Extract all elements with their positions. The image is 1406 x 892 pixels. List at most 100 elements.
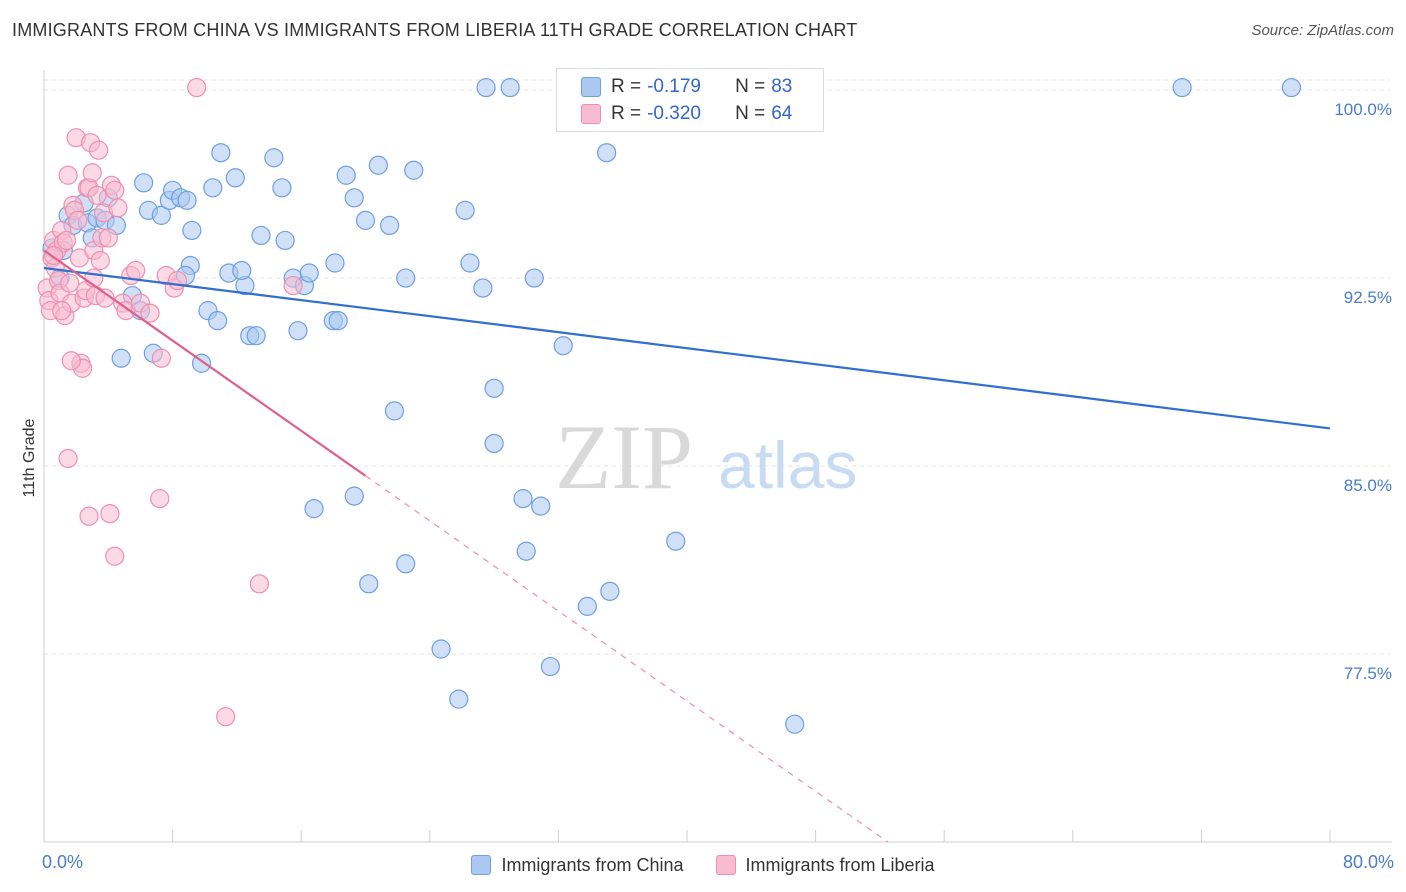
china-point <box>359 574 379 594</box>
liberia-point <box>108 198 128 218</box>
liberia-point <box>87 185 107 205</box>
liberia-point <box>105 180 125 200</box>
china-point <box>597 143 617 163</box>
china-point <box>524 268 544 288</box>
china-point <box>666 531 686 551</box>
liberia-point <box>58 165 78 185</box>
n-label: N = <box>735 76 766 97</box>
china-point <box>151 205 171 225</box>
china-point <box>299 263 319 283</box>
china-point <box>288 321 308 341</box>
liberia-point <box>79 506 99 526</box>
r-label: R = <box>611 103 642 124</box>
liberia-point <box>126 260 146 281</box>
china-swatch <box>471 855 492 875</box>
china-point <box>336 165 356 185</box>
china-point <box>476 77 496 98</box>
china-point <box>275 230 295 251</box>
y-axis-label: 11th Grade <box>21 418 38 497</box>
liberia-point <box>61 351 81 371</box>
liberia-point <box>167 270 188 291</box>
y-tick-labels: 100.0% 92.5% 85.0% 77.5% <box>1334 100 1392 683</box>
china-point <box>344 188 364 208</box>
trend-lines <box>43 249 1331 843</box>
china-point <box>455 200 475 220</box>
china-point <box>208 311 228 331</box>
liberia-point <box>60 273 80 293</box>
liberia-swatch <box>715 855 736 875</box>
watermark-atlas: atlas <box>718 428 857 502</box>
china-point <box>384 401 405 421</box>
china-point <box>513 489 533 509</box>
x-min-label: 0.0% <box>42 852 84 872</box>
watermark-zip: ZIP <box>555 406 693 508</box>
liberia-point <box>283 275 303 296</box>
china-point <box>246 326 266 346</box>
liberia-trend-line <box>43 249 367 477</box>
china-point <box>251 225 271 246</box>
china-trend-line <box>43 266 1331 430</box>
r-value: -0.179 <box>647 76 701 97</box>
china-point <box>553 336 573 356</box>
china-point <box>473 278 493 298</box>
china-point <box>304 499 324 519</box>
china-point <box>1281 77 1302 98</box>
n-value: 83 <box>771 76 793 97</box>
china-point <box>785 714 805 734</box>
liberia-point <box>151 348 171 368</box>
china-point <box>531 496 551 516</box>
y-tick-label: 77.5% <box>1344 664 1392 683</box>
liberia-point <box>58 448 78 469</box>
legend-label-china: Immigrants from China <box>501 854 684 875</box>
liberia-point <box>52 301 72 321</box>
china-point <box>325 253 345 273</box>
source-label: Source: ZipAtlas.com <box>1251 22 1394 39</box>
china-point <box>203 178 223 198</box>
china-point <box>264 148 284 168</box>
liberia-point <box>216 707 236 727</box>
china-point <box>577 596 597 616</box>
china-point <box>111 348 131 368</box>
y-tick-label: 92.5% <box>1344 288 1392 307</box>
liberia-point <box>140 303 160 323</box>
china-point <box>328 311 348 331</box>
legend-item-china[interactable]: Immigrants from China <box>471 854 684 876</box>
x-max-label: 80.0% <box>1342 852 1394 872</box>
china-point <box>404 160 424 180</box>
china-point <box>484 378 504 398</box>
china-point <box>431 639 451 659</box>
chart-title: IMMIGRANTS FROM CHINA VS IMMIGRANTS FROM… <box>12 20 858 40</box>
china-point <box>380 215 400 236</box>
liberia-point <box>95 288 115 308</box>
correlation-legend: R = -0.179 N = 83 R = -0.320 N = 64 <box>556 68 824 132</box>
china-point <box>484 433 504 454</box>
y-tick-label: 85.0% <box>1344 476 1392 495</box>
china-point <box>449 689 469 709</box>
liberia-point <box>98 228 118 248</box>
liberia-point <box>90 250 110 271</box>
china-point <box>225 168 245 188</box>
legend-item-liberia[interactable]: Immigrants from Liberia <box>715 854 935 876</box>
china-point <box>182 220 202 241</box>
liberia-point <box>68 210 88 230</box>
y-tick-label: 100.0% <box>1334 100 1392 119</box>
axes <box>43 70 1392 843</box>
liberia-point <box>187 77 207 98</box>
china-point <box>368 155 388 175</box>
china-swatch <box>581 77 601 97</box>
china-point <box>396 268 416 288</box>
liberia-swatch <box>581 104 601 124</box>
china-point <box>355 210 376 230</box>
china-point <box>600 581 620 601</box>
r-value: -0.320 <box>647 103 701 124</box>
n-value: 64 <box>771 103 793 124</box>
china-point <box>396 554 416 574</box>
liberia-point <box>249 574 270 594</box>
china-point <box>540 656 560 677</box>
legend-label-liberia: Immigrants from Liberia <box>745 854 935 875</box>
china-point <box>232 260 252 281</box>
liberia-point <box>100 504 120 524</box>
china-point <box>211 143 231 163</box>
liberia-point <box>89 140 109 160</box>
